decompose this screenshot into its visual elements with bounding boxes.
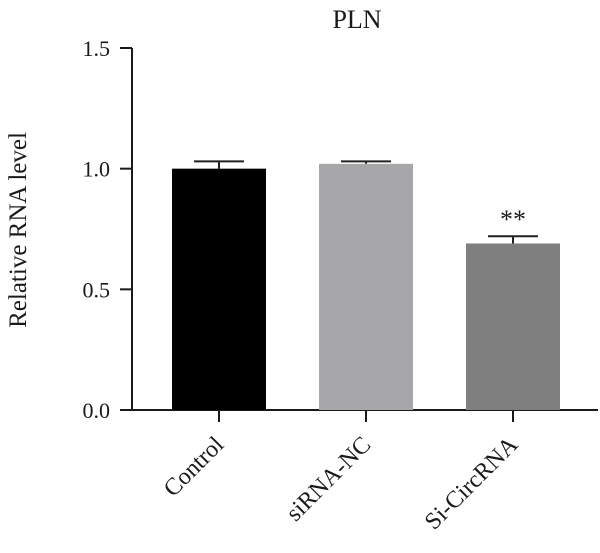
bars-group: ** xyxy=(172,160,560,410)
x-tick-label: Si-CircRNA xyxy=(420,431,524,535)
bar xyxy=(319,163,413,410)
x-axis xyxy=(132,409,598,422)
x-tick-label: Control xyxy=(159,432,229,502)
x-tick-label: siRNA-NC xyxy=(281,432,376,527)
y-axis-label: Relative RNA level xyxy=(5,132,32,328)
y-tick-label: 1.5 xyxy=(83,36,111,61)
bar xyxy=(172,168,266,410)
y-tick-label: 1.0 xyxy=(83,157,111,182)
chart-title: PLN xyxy=(332,5,381,34)
bar xyxy=(466,243,560,410)
y-axis: 0.0 0.5 1.0 1.5 xyxy=(83,36,133,423)
significance-label: ** xyxy=(500,205,526,234)
x-tick-labels: Control siRNA-NC Si-CircRNA xyxy=(159,431,524,535)
y-tick-label: 0.5 xyxy=(83,277,111,302)
y-tick-label: 0.0 xyxy=(83,398,111,423)
